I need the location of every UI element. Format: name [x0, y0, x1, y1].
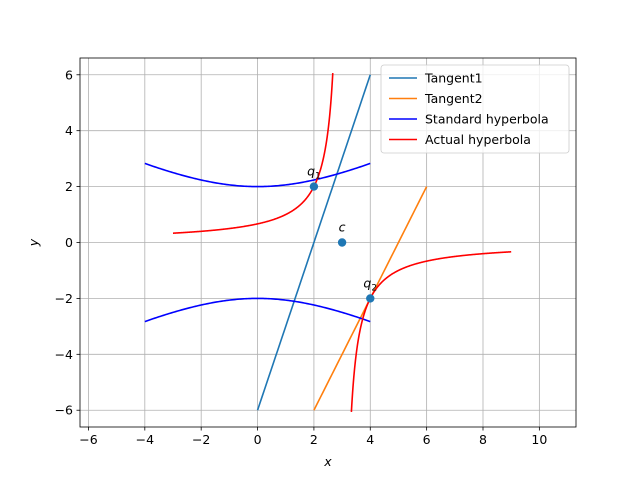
series-line-tangent1 — [256, 74, 372, 411]
series-line-standard-hyperbola-upper — [144, 162, 371, 188]
x-tick-label: 6 — [423, 432, 431, 447]
x-axis-label: x — [323, 454, 332, 469]
series-line-standard-hyperbola-lower — [144, 297, 371, 323]
point-q1 — [309, 182, 319, 191]
y-tick-label: 2 — [65, 179, 73, 194]
x-tick-label: 4 — [366, 432, 374, 447]
series-line-actual-hyperbola-left — [172, 73, 334, 234]
legend-label-actual-hyperbola: Actual hyperbola — [425, 132, 531, 147]
legend-box — [380, 64, 570, 154]
x-tick-label: 10 — [531, 432, 547, 447]
x-tick-label: −2 — [192, 432, 210, 447]
series-line-actual-hyperbola-right — [350, 251, 512, 412]
y-tick-label: −4 — [55, 347, 73, 362]
point-label-c: c — [339, 220, 346, 235]
x-tick-label: −6 — [79, 432, 97, 447]
y-tick-label: 6 — [65, 67, 73, 82]
x-tick-label: 0 — [254, 432, 262, 447]
x-tick-label: 8 — [479, 432, 487, 447]
x-tick-label: 2 — [310, 432, 318, 447]
x-tick-label: −4 — [136, 432, 154, 447]
y-tick-label: 0 — [65, 235, 73, 250]
legend: Tangent1 Tangent2 Standard hyperbola Actual… — [380, 64, 570, 154]
legend-label-standard-hyperbola: Standard hyperbola — [425, 112, 549, 127]
legend-label-tangent2: Tangent2 — [424, 91, 483, 106]
y-tick-label: −6 — [55, 403, 73, 418]
legend-label-tangent1: Tangent1 — [424, 71, 483, 86]
point-c — [337, 238, 347, 247]
y-tick-label: 4 — [65, 123, 73, 138]
point-q2 — [366, 294, 375, 303]
y-axis-label: y — [26, 238, 41, 247]
y-tick-label: −2 — [55, 291, 73, 306]
ticks: −6 −4 −2 0 2 4 6 8 10 −6 −4 −2 0 2 4 6 — [55, 67, 548, 447]
